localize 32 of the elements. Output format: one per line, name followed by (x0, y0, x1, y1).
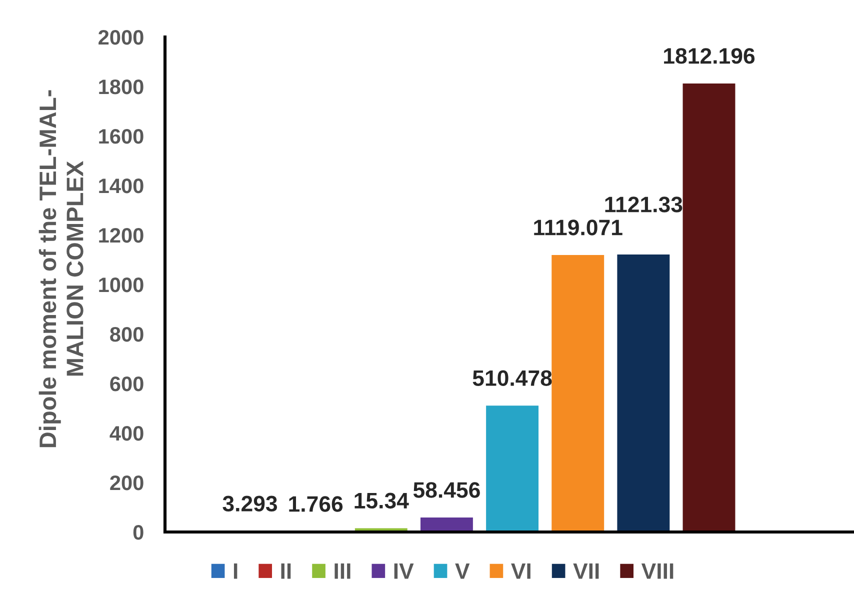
data-label: 58.456 (413, 482, 480, 498)
bar (552, 255, 604, 532)
legend-label: VII (573, 563, 599, 579)
y-tick-label: 2000 (98, 30, 144, 45)
y-axis-title: Dipole moment of the TEL-MAL- MALION COMPLEX (38, 90, 84, 448)
legend-label: III (334, 563, 350, 579)
y-tick-label: 1000 (99, 278, 144, 292)
y-tick-label: 600 (110, 376, 144, 392)
bar (420, 518, 473, 532)
bar (486, 406, 539, 532)
y-tick-label: 1800 (99, 80, 144, 94)
y-tick-label: 0 (133, 525, 144, 540)
y-tick-label: 200 (110, 476, 144, 490)
legend-label: VI (511, 563, 530, 579)
y-tick-label: 1600 (99, 129, 144, 144)
legend-label: IV (394, 563, 414, 579)
legend-label: V (455, 563, 470, 579)
y-tick-label: 400 (110, 426, 144, 441)
y-tick-label: 1400 (99, 178, 144, 194)
bar (617, 254, 670, 532)
y-tick-label: 1200 (99, 228, 144, 243)
legend-label: II (281, 563, 291, 579)
bar (682, 83, 736, 532)
data-label: 1121.33 (605, 196, 682, 212)
data-label: 1119.071 (534, 220, 622, 236)
data-label: 3.293 (222, 496, 278, 512)
data-label: 1.766 (289, 496, 343, 512)
legend-label: VIII (641, 563, 674, 579)
legend-label: I (234, 563, 238, 579)
data-label: 15.34 (354, 492, 409, 509)
y-tick-label: 800 (110, 327, 144, 342)
data-label: 1812.196 (664, 48, 755, 64)
